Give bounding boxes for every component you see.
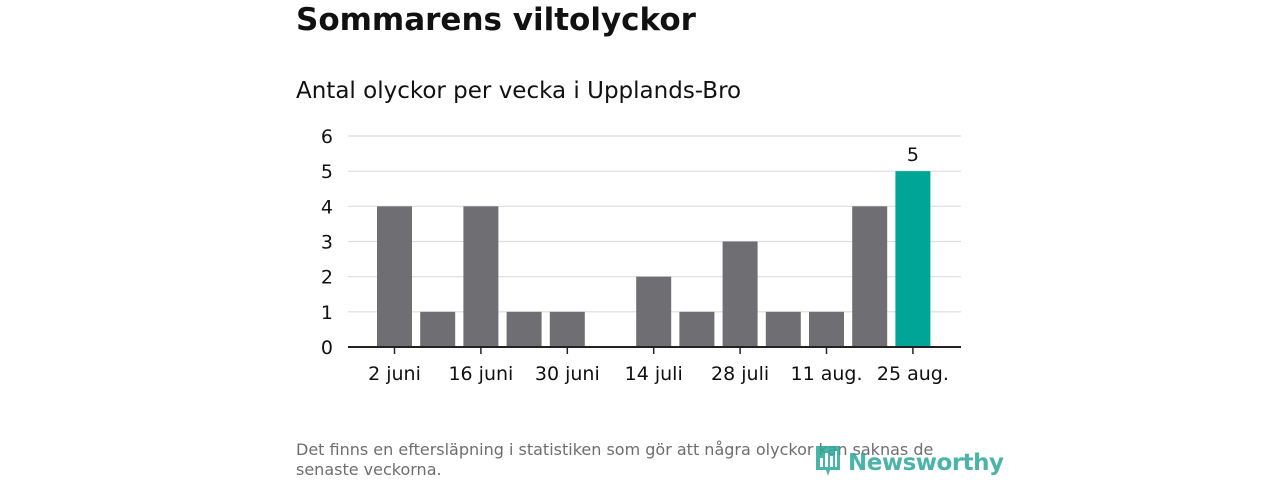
bar bbox=[420, 311, 456, 347]
x-tick-label: 16 juni bbox=[448, 363, 513, 385]
bar bbox=[506, 311, 542, 347]
newsworthy-logo[interactable]: Newsworthy bbox=[814, 444, 1004, 482]
x-axis-ticks: 2 juni 16 juni 30 juni 14 juli 28 juli 11 aug… bbox=[368, 347, 949, 385]
logo-text: Newsworthy bbox=[848, 450, 1004, 476]
x-tick-label: 14 juli bbox=[625, 363, 683, 385]
y-tick-label: 3 bbox=[321, 232, 333, 254]
footnote: Det finns en eftersläpning i statistiken… bbox=[296, 440, 934, 479]
bar bbox=[852, 206, 888, 347]
y-axis-ticks: 0 1 2 3 4 5 6 bbox=[321, 126, 333, 359]
x-tick-label: 28 juli bbox=[711, 363, 769, 385]
y-tick-label: 1 bbox=[321, 302, 333, 324]
chart-title: Sommarens viltolyckor bbox=[296, 2, 696, 38]
data-labels: 5 bbox=[907, 144, 919, 166]
bar bbox=[549, 311, 585, 347]
bars bbox=[377, 171, 931, 347]
bar-chart: 0 1 2 3 4 5 6 2 juni 16 juni 30 juni 14 juli 28 ju… bbox=[321, 126, 961, 385]
y-tick-label: 5 bbox=[321, 161, 333, 183]
bar bbox=[895, 171, 931, 347]
bar bbox=[809, 311, 844, 347]
y-tick-label: 0 bbox=[321, 337, 333, 359]
bar bbox=[463, 206, 499, 347]
x-tick-label: 25 aug. bbox=[877, 363, 949, 385]
bar bbox=[722, 241, 758, 347]
y-tick-label: 6 bbox=[321, 126, 333, 148]
bar bbox=[679, 311, 715, 347]
y-tick-label: 4 bbox=[321, 196, 333, 218]
x-tick-label: 30 juni bbox=[535, 363, 600, 385]
x-tick-label: 11 aug. bbox=[790, 363, 862, 385]
chart-subtitle: Antal olyckor per vecka i Upplands-Bro bbox=[296, 78, 742, 104]
bar-chart-logo-icon bbox=[814, 444, 842, 482]
y-tick-label: 2 bbox=[321, 267, 333, 289]
x-tick-label: 2 juni bbox=[368, 363, 421, 385]
bar bbox=[765, 311, 801, 347]
data-label: 5 bbox=[907, 144, 919, 166]
bar bbox=[377, 206, 412, 347]
bar bbox=[636, 276, 672, 347]
